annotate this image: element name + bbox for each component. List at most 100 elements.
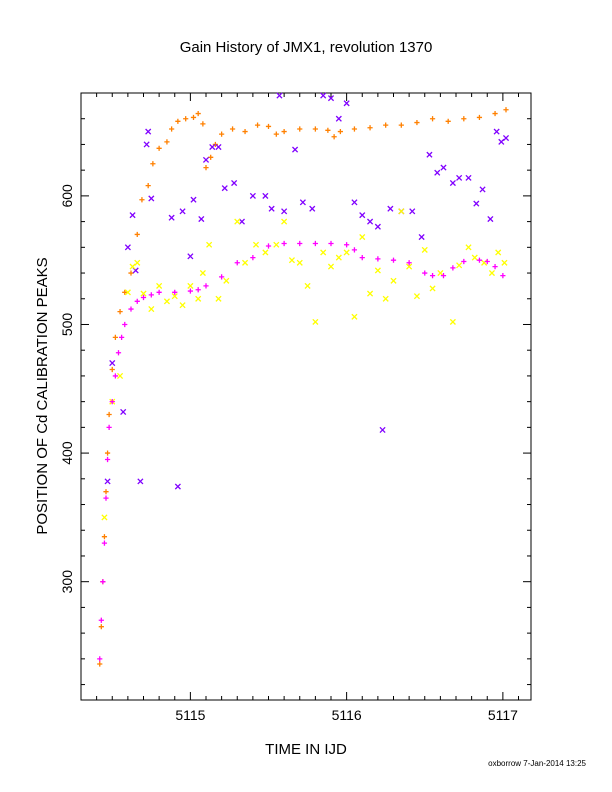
data-point <box>292 146 299 153</box>
data-point <box>128 306 134 312</box>
data-point <box>98 617 104 623</box>
data-point <box>212 141 218 148</box>
y-tick-label: 500 <box>59 313 75 337</box>
data-point <box>492 264 498 270</box>
data-point <box>398 208 405 215</box>
data-point <box>418 233 425 241</box>
data-point <box>183 116 189 122</box>
data-point <box>249 192 256 199</box>
data-point <box>398 122 404 128</box>
data-point <box>124 244 131 251</box>
data-point <box>238 218 245 225</box>
data-point <box>219 131 225 137</box>
data-point <box>501 259 508 266</box>
data-point <box>190 114 197 121</box>
data-point <box>190 196 197 203</box>
data-point <box>374 223 381 230</box>
data-point <box>268 205 275 212</box>
data-point <box>479 186 486 193</box>
plot-frame <box>80 92 532 701</box>
data-point <box>179 302 186 309</box>
data-point <box>351 247 358 253</box>
data-point <box>209 143 216 151</box>
series-1 <box>104 92 510 490</box>
data-point <box>206 241 213 248</box>
data-point <box>104 450 111 456</box>
data-point <box>465 244 472 251</box>
data-point <box>137 478 144 485</box>
data-point <box>223 277 230 284</box>
data-point <box>383 122 389 128</box>
data-point <box>109 366 115 373</box>
data-point <box>262 249 269 256</box>
data-point <box>343 249 350 256</box>
x-tick-label: 5115 <box>175 707 205 723</box>
data-point <box>502 134 510 142</box>
data-point <box>476 114 483 121</box>
data-point <box>172 289 178 295</box>
data-point <box>115 350 122 356</box>
data-point <box>262 192 269 199</box>
data-point <box>124 289 131 296</box>
data-point <box>331 134 337 140</box>
data-point <box>187 253 194 260</box>
x-tick-label: 5116 <box>332 707 362 723</box>
data-point <box>390 257 397 263</box>
data-point <box>429 116 436 122</box>
data-marks <box>97 92 510 667</box>
data-point <box>156 289 162 295</box>
data-point <box>106 411 112 418</box>
data-point <box>148 305 155 313</box>
data-point <box>215 143 222 151</box>
data-point <box>359 212 366 219</box>
data-point <box>156 282 163 289</box>
data-point <box>351 199 358 206</box>
data-point <box>344 242 350 248</box>
data-point <box>252 241 260 248</box>
data-point <box>221 185 228 192</box>
data-point <box>101 534 108 540</box>
data-point <box>104 478 111 485</box>
data-point <box>128 270 134 276</box>
x-axis-label: TIME IN IJD <box>265 741 347 758</box>
data-point <box>112 373 118 379</box>
data-point <box>413 293 420 300</box>
data-point <box>390 277 397 284</box>
data-point <box>120 408 127 415</box>
data-point <box>187 282 194 289</box>
data-point <box>109 360 116 367</box>
data-point <box>367 125 373 131</box>
data-point <box>200 121 206 127</box>
data-point <box>203 164 209 171</box>
data-point <box>309 205 316 212</box>
data-point <box>437 269 444 277</box>
data-point <box>500 273 506 279</box>
y-axis-label: POSITION OF Cd CALIBRATION PEAKS <box>34 257 51 534</box>
data-point <box>434 169 441 176</box>
data-point <box>312 318 319 325</box>
data-point <box>112 334 118 340</box>
data-point <box>320 92 327 99</box>
data-point <box>387 205 394 212</box>
data-point <box>265 243 272 249</box>
data-point <box>168 214 175 221</box>
data-point <box>456 174 463 181</box>
data-point <box>327 263 335 270</box>
data-point <box>374 267 381 274</box>
data-point <box>234 260 240 266</box>
data-point <box>254 122 261 128</box>
data-point <box>219 274 225 280</box>
data-point <box>143 141 150 148</box>
data-point <box>461 116 467 122</box>
data-point <box>202 156 210 163</box>
data-point <box>208 154 214 160</box>
data-point <box>449 179 456 187</box>
data-point <box>195 110 201 117</box>
data-point <box>429 273 436 279</box>
data-point <box>476 257 483 263</box>
data-point <box>367 290 374 297</box>
data-point <box>234 218 241 225</box>
data-point <box>134 298 140 304</box>
data-point <box>299 199 306 206</box>
